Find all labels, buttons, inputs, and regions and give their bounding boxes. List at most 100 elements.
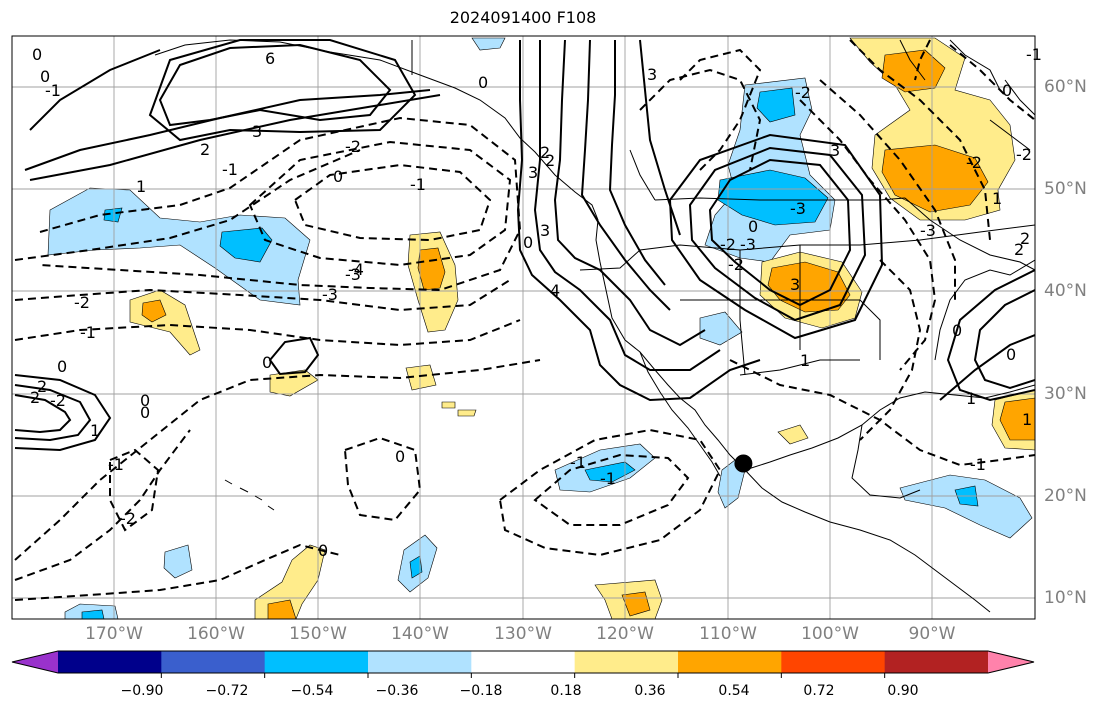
contour-label: -1: [1026, 45, 1042, 64]
contour-label: 3: [830, 141, 840, 160]
lat-label: 30°N: [1044, 384, 1087, 404]
colorbar-tick-label: −0.18: [459, 683, 503, 699]
shade-region: [269, 369, 319, 397]
contour-label: -3: [920, 221, 936, 240]
contour-label: -3: [345, 265, 361, 284]
contour-label: -1: [970, 455, 986, 474]
shade-region: [584, 461, 636, 483]
shade-region: [699, 311, 743, 346]
contour-label: 3: [790, 275, 800, 294]
shade-region: [999, 397, 1035, 441]
colorbar-segment: [161, 651, 266, 673]
lon-label: 110°W: [699, 624, 757, 644]
lat-label: 50°N: [1044, 179, 1087, 199]
contour-label: 2: [1020, 229, 1030, 248]
contour-label: 3: [528, 163, 538, 182]
shade-region: [417, 247, 446, 291]
contour-label: -1: [80, 323, 96, 342]
map-frame: [11, 35, 1036, 620]
contour-label: 0: [262, 353, 272, 372]
contour-label: 2: [200, 140, 210, 159]
shade-region: [457, 409, 477, 417]
colorbar-tick-label: −0.72: [205, 683, 249, 699]
shade-region: [81, 609, 105, 619]
shade-region: [899, 474, 1033, 539]
storm-position-marker: [734, 454, 753, 473]
lon-label: 160°W: [187, 624, 245, 644]
figure-title: 2024091400 F108: [449, 8, 597, 27]
colorbar-segment: [471, 651, 576, 673]
colorbar-segment: [58, 651, 162, 673]
colorbar-segment: [678, 651, 782, 673]
lon-label: 170°W: [85, 624, 143, 644]
contour-label: 0: [318, 541, 328, 560]
contour-label: 2: [30, 388, 40, 407]
contour-label: -1: [108, 455, 124, 474]
contour-label: 6: [265, 49, 275, 68]
lon-label: 120°W: [596, 624, 654, 644]
lon-label: 130°W: [494, 624, 552, 644]
map-plot-area: [12, 36, 1035, 619]
contour-label: 0: [1006, 345, 1016, 364]
contour-label: 1: [136, 177, 146, 196]
colorbar-segment: [574, 651, 679, 673]
shade-region: [254, 544, 326, 619]
shade-region: [405, 364, 437, 391]
contour-label: 2: [545, 151, 555, 170]
contour-label: -2: [74, 293, 90, 312]
shade-region: [717, 169, 829, 226]
colorbar: [11, 650, 1035, 678]
colorbar-tick-label: 0.90: [887, 683, 919, 699]
lon-label: 150°W: [289, 624, 347, 644]
colorbar-tick-label: 0.54: [718, 683, 750, 699]
contour-labels: 6 0 0 -1 3 2 1 -2 -1 0 -3 -4 -3 -2 -1 0 …: [30, 45, 1042, 560]
colorbar-segment: [884, 651, 989, 673]
contour-label: -4: [348, 260, 364, 279]
lon-label: 140°W: [391, 624, 449, 644]
contour-label: -2: [1016, 145, 1032, 164]
colorbar-tick-label: 0.36: [634, 683, 666, 699]
shade-region: [141, 299, 167, 323]
colorbar-segment: [781, 651, 886, 673]
shade-region: [409, 555, 423, 579]
contour-label: 0: [395, 447, 405, 466]
graticule: [12, 36, 1035, 619]
contour-label: -2: [720, 235, 736, 254]
contour-label: 1: [90, 421, 100, 440]
colorbar-extend-high: [988, 651, 1034, 673]
contour-label: -1: [45, 81, 61, 100]
contour-label: -2: [120, 509, 136, 528]
colorbar-segment: [264, 651, 369, 673]
contour-label: 1: [800, 351, 810, 370]
contour-label: -2: [50, 391, 66, 410]
colorbar-tick-label: 0.18: [550, 683, 582, 699]
contour-label: 1: [966, 389, 976, 408]
shade-region: [219, 227, 273, 263]
contour-label: 0: [748, 217, 758, 236]
contour-label: -1: [410, 175, 426, 194]
contour-label: 4: [550, 281, 560, 300]
colorbar-segment: [368, 651, 472, 673]
shade-region: [129, 289, 201, 356]
shade-region: [267, 599, 297, 619]
lat-label: 20°N: [1044, 486, 1087, 506]
contour-label: 0: [32, 45, 42, 64]
contour-label: 0: [952, 321, 962, 340]
contour-label: 1: [992, 189, 1002, 208]
contour-label: 0: [1002, 81, 1012, 100]
contour-label: 0: [478, 73, 488, 92]
contour-label: 2: [37, 377, 47, 396]
contour-label: 0: [333, 167, 343, 186]
contour-label: -2: [966, 153, 982, 172]
contour-label: 2: [1014, 240, 1024, 259]
lon-label: 90°W: [908, 624, 956, 644]
contour-label: 2: [540, 143, 550, 162]
contour-label: -1: [570, 453, 586, 472]
contour-label: 0: [40, 67, 50, 86]
contour-label: 3: [540, 221, 550, 240]
lat-label: 10°N: [1044, 588, 1087, 608]
shade-region: [756, 87, 796, 123]
contour-label: 0: [140, 391, 150, 410]
shading-layer: [47, 37, 1035, 619]
contours-positive: [14, 39, 1035, 452]
